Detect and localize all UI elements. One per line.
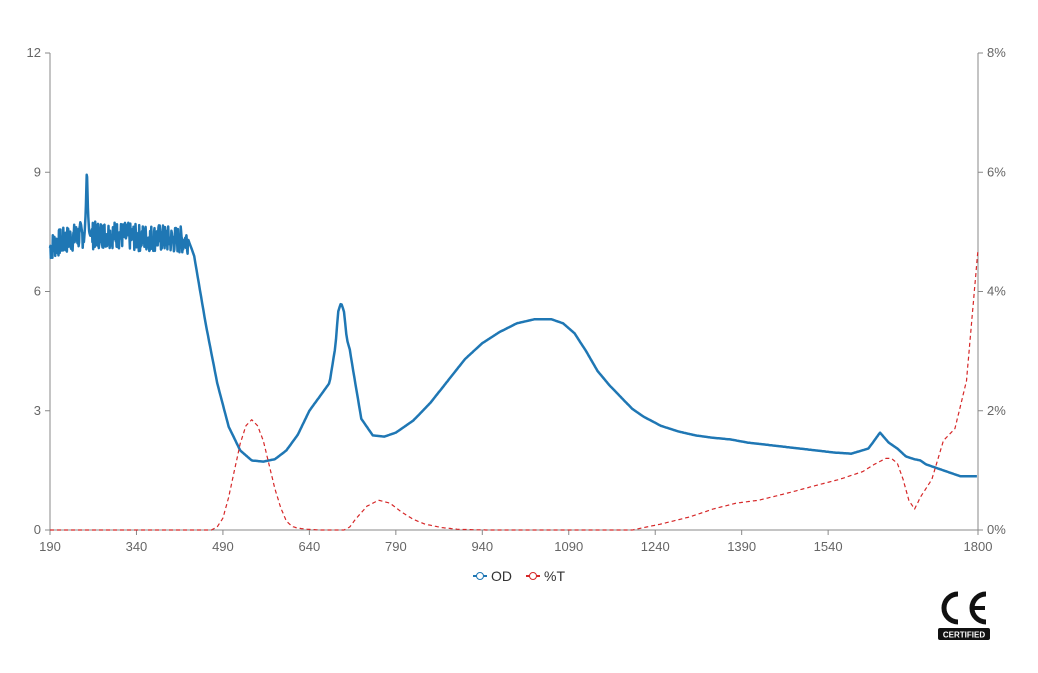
y-left-tick-label: 3 bbox=[34, 403, 41, 418]
x-tick-label: 1390 bbox=[727, 539, 756, 554]
x-tick-label: 490 bbox=[212, 539, 234, 554]
legend-od-label: OD bbox=[491, 568, 512, 584]
series-layer bbox=[48, 173, 979, 531]
y-left-tick-label: 9 bbox=[34, 164, 41, 179]
x-tick-label: 1540 bbox=[814, 539, 843, 554]
od-line-icon bbox=[473, 571, 487, 581]
t-line-icon bbox=[526, 571, 540, 581]
x-tick-label: 190 bbox=[39, 539, 61, 554]
x-tick-label: 1240 bbox=[641, 539, 670, 554]
x-tick-label: 1090 bbox=[554, 539, 583, 554]
x-tick-label: 790 bbox=[385, 539, 407, 554]
y-right-tick-label: 8% bbox=[987, 45, 1006, 60]
legend-item-transmittance[interactable]: %T bbox=[526, 568, 565, 584]
x-tick-label: 1800 bbox=[964, 539, 993, 554]
badge-caption: CERTIFIED bbox=[943, 631, 985, 640]
x-tick-label: 640 bbox=[299, 539, 321, 554]
series-line-transmittance bbox=[50, 249, 979, 531]
x-tick-label: 340 bbox=[126, 539, 148, 554]
y-left-tick-label: 12 bbox=[27, 45, 41, 60]
legend-item-od[interactable]: OD bbox=[473, 568, 512, 584]
ce-certified-badge: CERTIFIED bbox=[936, 590, 992, 642]
legend-t-label: %T bbox=[544, 568, 565, 584]
ce-mark-icon: CERTIFIED bbox=[938, 591, 990, 640]
y-right-tick-label: 4% bbox=[987, 284, 1006, 299]
y-right-tick-label: 0% bbox=[987, 522, 1006, 537]
y-right-tick-label: 6% bbox=[987, 164, 1006, 179]
x-tick-label: 940 bbox=[471, 539, 493, 554]
series-line-od bbox=[48, 173, 978, 478]
axes-layer: 0 3 6 9 12 0% 2% 4% 6% 8% 190 340 490 640 790 940 1090 12… bbox=[27, 45, 1007, 554]
y-left-tick-label: 6 bbox=[34, 284, 41, 299]
y-left-tick-label: 0 bbox=[34, 522, 41, 537]
y-right-tick-label: 2% bbox=[987, 403, 1006, 418]
chart-legend: OD %T bbox=[0, 568, 1038, 584]
